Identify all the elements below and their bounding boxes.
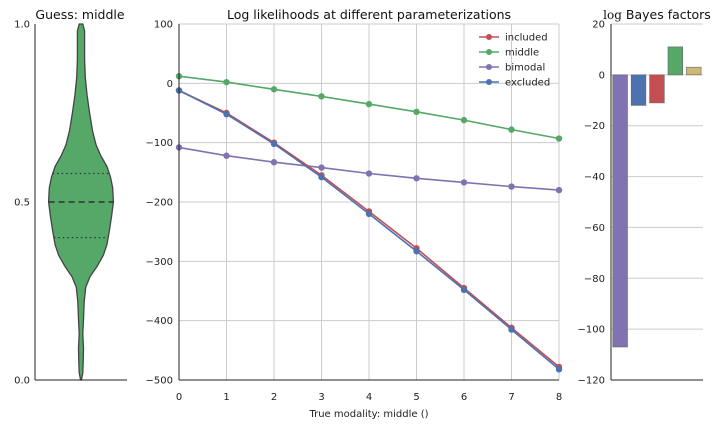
series-point-excluded (555, 366, 563, 373)
bar-y-tick-label: −100 (578, 325, 605, 336)
series-point-excluded (460, 286, 468, 294)
violin-y-tick-label: 0.5 (14, 198, 30, 209)
series-point-middle (223, 78, 230, 86)
line-x-tick-label: 2 (271, 392, 277, 403)
line-x-tick-label: 8 (556, 392, 562, 403)
line-x-tick-label: 1 (223, 392, 229, 403)
bar-y-ticks: 20 0 −20 −40 −60 −80 −100 −120 (578, 20, 605, 387)
bar-y-tick-label: 0 (599, 70, 605, 81)
series-point-bimodal (270, 159, 278, 166)
bayes-factor-bar (649, 74, 665, 104)
violin-body-group (47, 23, 115, 381)
legend-label-included: included (505, 33, 548, 44)
legend-marker-bimodal (486, 64, 492, 70)
series-point-middle (365, 100, 373, 108)
series-point-middle (270, 86, 278, 93)
bar-group (612, 46, 702, 348)
line-x-tick-label: 5 (413, 392, 419, 403)
violin-title: Guess: middle (35, 7, 125, 22)
legend-label-middle: middle (505, 48, 539, 59)
series-point-excluded (413, 248, 420, 255)
series-point-bimodal (460, 179, 468, 186)
legend-label-bimodal: bimodal (505, 63, 545, 74)
violin-y-tick-label: 1.0 (14, 20, 30, 31)
series-point-bimodal (318, 164, 325, 171)
series-point-bimodal (555, 186, 563, 194)
line-y-tick-label: −100 (146, 138, 173, 149)
line-x-axis-label: True modality: middle () (308, 409, 428, 420)
bayes-factor-bar (686, 66, 702, 76)
line-y-tick-label: −300 (146, 257, 173, 268)
line-gridlines (178, 23, 560, 381)
line-x-tick-label: 4 (366, 392, 372, 403)
line-y-ticks: 100 0 −100 −200 −300 −400 −500 (146, 20, 173, 387)
line-x-tick-label: 6 (461, 392, 467, 403)
violin-panel: Guess: middle 0.0 0.5 1.0 (14, 7, 127, 387)
bar-panel: log Bayes factors 20 0 −20 −40 −60 −80 −100 −12… (578, 7, 711, 387)
series-point-middle (555, 135, 563, 142)
series-point-bimodal (413, 175, 420, 182)
bar-y-tick-label: −80 (584, 274, 605, 285)
line-chart-title: Log likelihoods at different parameteriz… (227, 7, 511, 22)
series-point-middle (460, 116, 468, 124)
legend-marker-included (486, 34, 492, 40)
series-point-excluded (223, 110, 230, 118)
line-legend: included middle bimodal excluded (479, 33, 550, 89)
series-point-excluded (365, 210, 373, 218)
series-point-excluded (270, 140, 278, 148)
violin-y-tick-label: 0.0 (14, 376, 30, 387)
bayes-factor-bar (630, 74, 647, 106)
bayes-factor-bar (612, 74, 628, 348)
series-point-middle (413, 108, 420, 116)
legend-marker-excluded (486, 79, 492, 85)
bar-y-tick-label: 20 (592, 20, 605, 31)
line-x-tick-label: 3 (318, 392, 324, 403)
bayes-factor-bar (667, 46, 683, 76)
series-point-middle (508, 126, 515, 133)
line-x-ticks: 0 1 2 3 4 5 6 7 8 (176, 392, 562, 403)
bar-y-tick-label: −20 (584, 121, 605, 132)
legend-marker-middle (486, 49, 492, 55)
line-series-group (175, 73, 563, 373)
line-x-tick-label: 7 (508, 392, 514, 403)
line-panel: Log likelihoods at different parameteriz… (146, 7, 563, 420)
bar-y-tick-label: −120 (578, 376, 605, 387)
bar-y-tick-label: −40 (584, 172, 605, 183)
violin-y-ticks: 0.0 0.5 1.0 (14, 20, 30, 387)
series-point-bimodal (508, 183, 515, 190)
bar-title-rest: Bayes factors (622, 7, 711, 22)
series-point-bimodal (223, 152, 230, 159)
line-y-tick-label: −400 (146, 316, 173, 327)
series-point-middle (318, 93, 325, 100)
line-y-tick-label: 0 (167, 79, 173, 90)
line-x-tick-label: 0 (176, 392, 182, 403)
legend-label-excluded: excluded (505, 78, 550, 89)
bar-chart-title: log Bayes factors (603, 7, 711, 22)
series-point-excluded (318, 173, 325, 181)
series-point-excluded (508, 326, 515, 333)
bar-y-tick-label: −60 (584, 223, 605, 234)
line-y-tick-label: −200 (146, 198, 173, 209)
bar-title-log: log (603, 8, 622, 22)
line-y-tick-label: −500 (146, 376, 173, 387)
series-point-bimodal (365, 170, 373, 177)
line-y-tick-label: 100 (154, 20, 173, 31)
